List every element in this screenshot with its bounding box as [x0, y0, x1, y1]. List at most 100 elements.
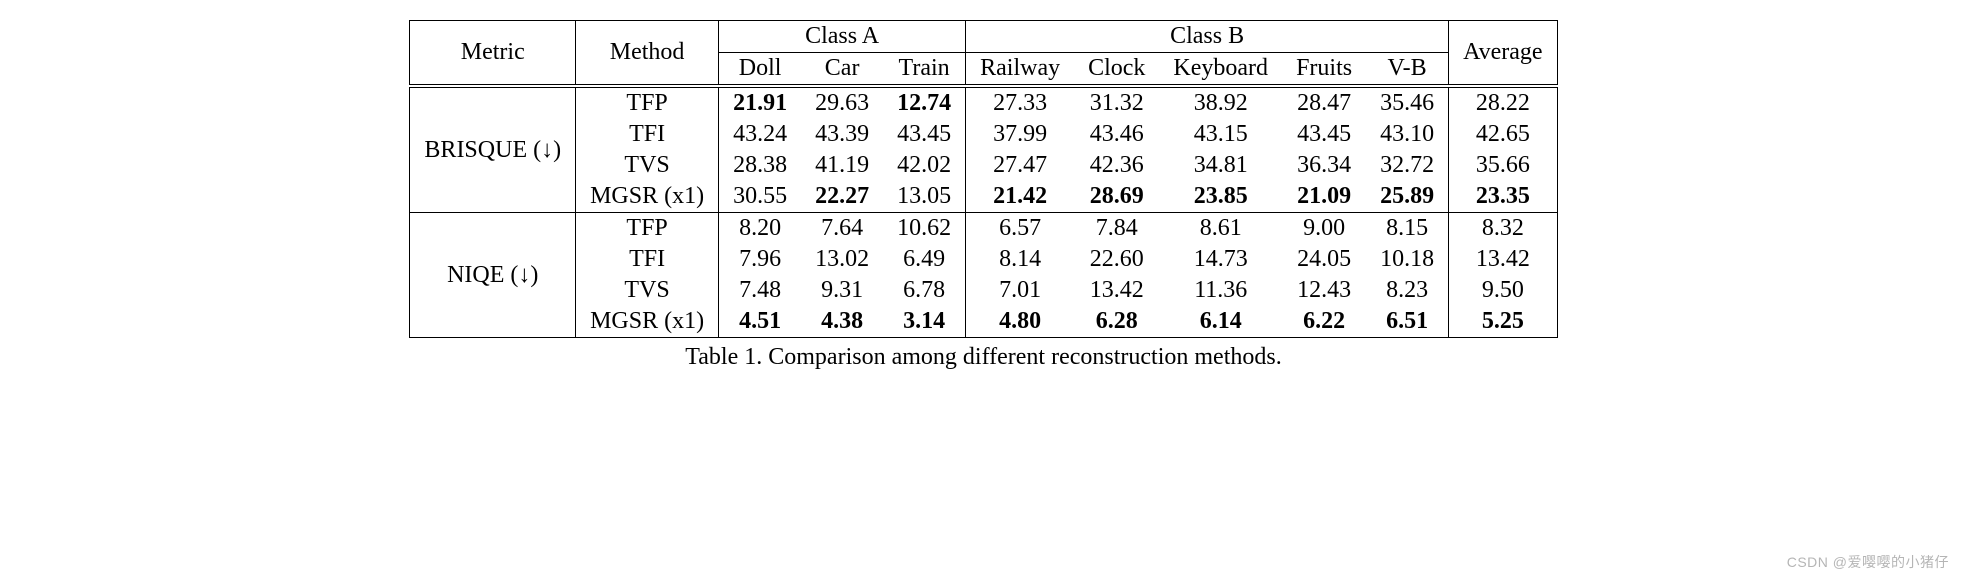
col-car: Car — [801, 53, 883, 87]
method-cell: MGSR (x1) — [576, 181, 719, 213]
val: 21.91 — [719, 86, 802, 119]
val: 5.25 — [1449, 306, 1558, 338]
val: 36.34 — [1282, 150, 1366, 181]
val: 25.89 — [1366, 181, 1449, 213]
results-table: Metric Method Class A Class B Average Do… — [409, 20, 1557, 338]
val: 7.01 — [966, 275, 1074, 306]
metric-brisque: BRISQUE (↓) — [410, 86, 576, 213]
val: 6.49 — [883, 244, 966, 275]
val: 13.02 — [801, 244, 883, 275]
val: 7.64 — [801, 213, 883, 245]
val: 43.46 — [1074, 119, 1159, 150]
val: 7.96 — [719, 244, 802, 275]
val: 14.73 — [1159, 244, 1282, 275]
val: 4.80 — [966, 306, 1074, 338]
val: 4.38 — [801, 306, 883, 338]
val: 43.39 — [801, 119, 883, 150]
method-cell: TVS — [576, 150, 719, 181]
table-row: NIQE (↓) TFP 8.20 7.64 10.62 6.57 7.84 8… — [410, 213, 1557, 245]
watermark-text: CSDN @爱嘤嘤的小猪仔 — [1787, 552, 1949, 572]
val: 22.27 — [801, 181, 883, 213]
val: 35.66 — [1449, 150, 1558, 181]
val: 6.57 — [966, 213, 1074, 245]
method-cell: TFP — [576, 213, 719, 245]
table-row: MGSR (x1) 30.55 22.27 13.05 21.42 28.69 … — [410, 181, 1557, 213]
method-cell: TFI — [576, 119, 719, 150]
val: 43.45 — [1282, 119, 1366, 150]
val: 8.14 — [966, 244, 1074, 275]
val: 38.92 — [1159, 86, 1282, 119]
val: 12.74 — [883, 86, 966, 119]
val: 8.32 — [1449, 213, 1558, 245]
col-train: Train — [883, 53, 966, 87]
method-cell: TFI — [576, 244, 719, 275]
colgroup-classB: Class B — [966, 21, 1449, 53]
val: 10.18 — [1366, 244, 1449, 275]
val: 23.85 — [1159, 181, 1282, 213]
val: 30.55 — [719, 181, 802, 213]
val: 6.51 — [1366, 306, 1449, 338]
val: 23.35 — [1449, 181, 1558, 213]
val: 43.10 — [1366, 119, 1449, 150]
table-caption: Table 1. Comparison among different reco… — [40, 344, 1927, 371]
val: 43.45 — [883, 119, 966, 150]
col-fruits: Fruits — [1282, 53, 1366, 87]
table-row: BRISQUE (↓) TFP 21.91 29.63 12.74 27.33 … — [410, 86, 1557, 119]
val: 4.51 — [719, 306, 802, 338]
val: 6.22 — [1282, 306, 1366, 338]
col-keyboard: Keyboard — [1159, 53, 1282, 87]
col-average: Average — [1449, 21, 1558, 87]
val: 13.42 — [1449, 244, 1558, 275]
table-row: MGSR (x1) 4.51 4.38 3.14 4.80 6.28 6.14 … — [410, 306, 1557, 338]
val: 10.62 — [883, 213, 966, 245]
val: 42.02 — [883, 150, 966, 181]
val: 3.14 — [883, 306, 966, 338]
metric-niqe: NIQE (↓) — [410, 213, 576, 338]
val: 43.24 — [719, 119, 802, 150]
col-metric: Metric — [410, 21, 576, 87]
val: 7.48 — [719, 275, 802, 306]
val: 43.15 — [1159, 119, 1282, 150]
method-cell: TVS — [576, 275, 719, 306]
val: 34.81 — [1159, 150, 1282, 181]
val: 6.78 — [883, 275, 966, 306]
col-vb: V-B — [1366, 53, 1449, 87]
val: 8.20 — [719, 213, 802, 245]
val: 42.36 — [1074, 150, 1159, 181]
col-railway: Railway — [966, 53, 1074, 87]
val: 32.72 — [1366, 150, 1449, 181]
val: 6.14 — [1159, 306, 1282, 338]
table-row: TVS 7.48 9.31 6.78 7.01 13.42 11.36 12.4… — [410, 275, 1557, 306]
val: 41.19 — [801, 150, 883, 181]
colgroup-classA: Class A — [719, 21, 966, 53]
val: 9.50 — [1449, 275, 1558, 306]
val: 28.22 — [1449, 86, 1558, 119]
val: 13.42 — [1074, 275, 1159, 306]
val: 6.28 — [1074, 306, 1159, 338]
method-cell: TFP — [576, 86, 719, 119]
table-row: TFI 43.24 43.39 43.45 37.99 43.46 43.15 … — [410, 119, 1557, 150]
val: 42.65 — [1449, 119, 1558, 150]
val: 8.15 — [1366, 213, 1449, 245]
val: 9.00 — [1282, 213, 1366, 245]
val: 28.47 — [1282, 86, 1366, 119]
val: 28.69 — [1074, 181, 1159, 213]
col-doll: Doll — [719, 53, 802, 87]
val: 22.60 — [1074, 244, 1159, 275]
val: 12.43 — [1282, 275, 1366, 306]
val: 27.47 — [966, 150, 1074, 181]
val: 13.05 — [883, 181, 966, 213]
val: 21.09 — [1282, 181, 1366, 213]
val: 35.46 — [1366, 86, 1449, 119]
val: 9.31 — [801, 275, 883, 306]
val: 8.61 — [1159, 213, 1282, 245]
col-clock: Clock — [1074, 53, 1159, 87]
val: 7.84 — [1074, 213, 1159, 245]
val: 28.38 — [719, 150, 802, 181]
table-row: TFI 7.96 13.02 6.49 8.14 22.60 14.73 24.… — [410, 244, 1557, 275]
val: 27.33 — [966, 86, 1074, 119]
val: 31.32 — [1074, 86, 1159, 119]
val: 21.42 — [966, 181, 1074, 213]
val: 8.23 — [1366, 275, 1449, 306]
col-method: Method — [576, 21, 719, 87]
